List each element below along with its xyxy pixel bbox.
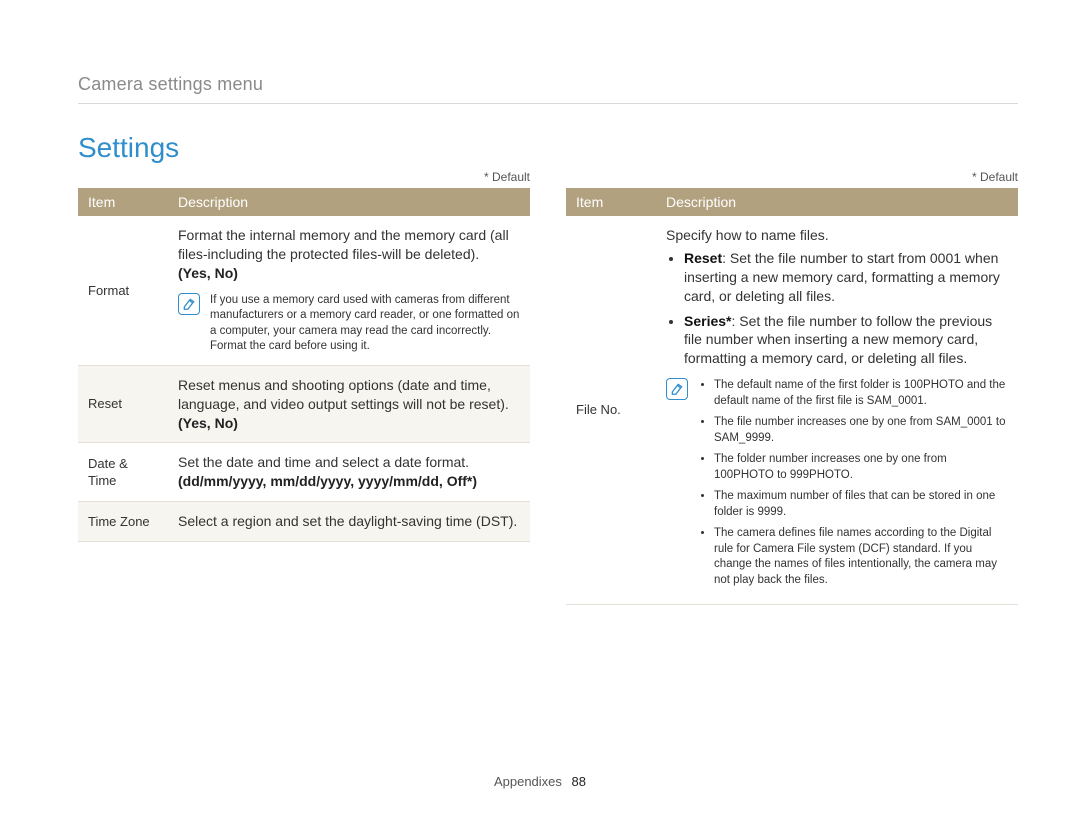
item-label: File No. [566,216,656,605]
note-icon [178,293,200,315]
page-footer: Appendixes 88 [0,774,1080,789]
fileno-options-list: Reset: Set the file number to start from… [666,249,1008,368]
table-row: Format Format the internal memory and th… [78,216,530,365]
settings-table-left: Item Description Format Format the inter… [78,188,530,542]
desc-text: Format the internal memory and the memor… [178,227,509,262]
manual-page: Camera settings menu Settings * Default … [0,0,1080,815]
content-columns: * Default Item Description Format Format… [78,170,1018,605]
item-description: Select a region and set the daylight-sav… [168,502,530,542]
item-description: Set the date and time and select a date … [168,443,530,502]
table-row: Reset Reset menus and shooting options (… [78,365,530,443]
list-item: Series*: Set the file number to follow t… [684,312,1008,369]
note-box: If you use a memory card used with camer… [178,293,520,355]
note-box: The default name of the first folder is … [666,378,1008,594]
option-text: : Set the file number to start from 0001… [684,250,1000,304]
col-header-description: Description [656,188,1018,216]
note-icon [666,378,688,400]
item-label: Date & Time [78,443,168,502]
col-header-item: Item [566,188,656,216]
option-label: Series* [684,313,731,329]
table-row: Time Zone Select a region and set the da… [78,502,530,542]
note-item: The maximum number of files that can be … [714,489,1008,520]
left-column: * Default Item Description Format Format… [78,170,530,605]
options-text: (dd/mm/yyyy, mm/dd/yyyy, yyyy/mm/dd, Off… [178,473,477,489]
table-row: Date & Time Set the date and time and se… [78,443,530,502]
col-header-description: Description [168,188,530,216]
options-text: (Yes, No) [178,415,238,431]
desc-text: Select a region and set the daylight-sav… [178,513,517,529]
right-column: * Default Item Description File No. Spec… [566,170,1018,605]
col-header-item: Item [78,188,168,216]
note-item: The default name of the first folder is … [714,378,1008,409]
footer-section: Appendixes [494,774,562,789]
settings-table-right: Item Description File No. Specify how to… [566,188,1018,605]
desc-text: Reset menus and shooting options (date a… [178,377,509,412]
option-label: Reset [684,250,722,266]
item-description: Format the internal memory and the memor… [168,216,530,365]
options-text: (Yes, No) [178,265,238,281]
item-label: Reset [78,365,168,443]
list-item: Reset: Set the file number to start from… [684,249,1008,306]
option-text: : Set the file number to follow the prev… [684,313,992,367]
default-note-right: * Default [566,170,1018,184]
item-label: Time Zone [78,502,168,542]
note-text: If you use a memory card used with camer… [210,293,520,355]
desc-intro: Specify how to name files. [666,227,829,243]
item-description: Specify how to name files. Reset: Set th… [656,216,1018,605]
note-list: The default name of the first folder is … [698,378,1008,594]
item-label: Format [78,216,168,365]
footer-page-number: 88 [572,774,586,789]
item-description: Reset menus and shooting options (date a… [168,365,530,443]
page-title: Settings [78,132,1018,164]
table-row: File No. Specify how to name files. Rese… [566,216,1018,605]
divider [78,103,1018,104]
breadcrumb: Camera settings menu [78,74,1018,95]
note-item: The folder number increases one by one f… [714,452,1008,483]
note-item: The camera defines file names according … [714,526,1008,588]
desc-text: Set the date and time and select a date … [178,454,469,470]
default-note-left: * Default [78,170,530,184]
note-item: The file number increases one by one fro… [714,415,1008,446]
